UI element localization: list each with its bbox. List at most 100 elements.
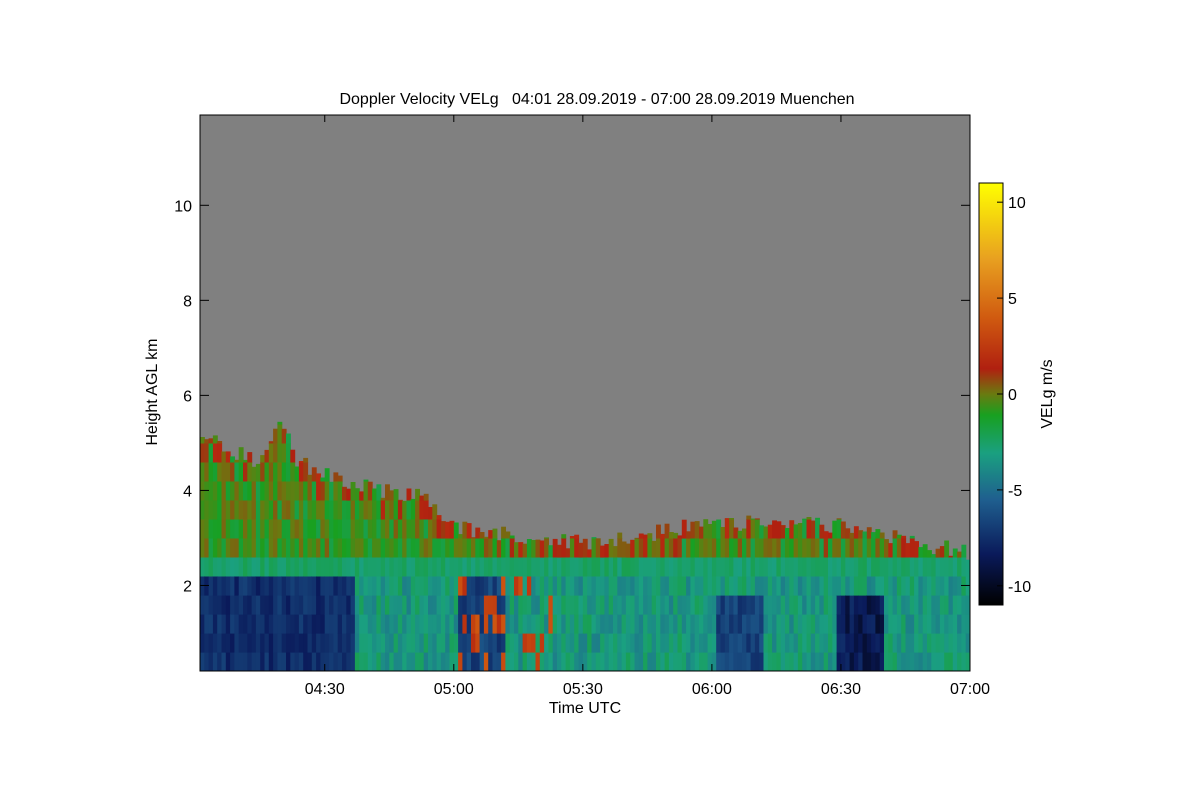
heatmap-cell [290,537,296,558]
heatmap-cell [574,633,580,653]
heatmap-cell [462,652,468,671]
heatmap-cell [234,576,240,596]
heatmap-cell [526,614,532,634]
heatmap-cell [488,556,494,577]
heatmap-cell [711,537,717,558]
heatmap-cell [217,537,223,558]
heatmap-cell [742,537,747,558]
heatmap-cell [552,652,558,671]
heatmap-cell [802,556,808,577]
heatmap-cell [871,556,876,577]
heatmap-cell [884,652,889,671]
heatmap-cell [243,518,248,539]
heatmap-cell [466,523,472,539]
heatmap-cell [681,595,687,615]
heatmap-cell [866,595,872,615]
heatmap-cell [651,576,657,596]
heatmap-cell [286,480,291,501]
heatmap-cell [759,595,765,615]
heatmap-cell [625,543,631,558]
heatmap-cell [720,537,726,558]
heatmap-cell [785,652,790,671]
heatmap-cell [393,499,399,520]
heatmap-cell [651,595,657,615]
heatmap-cell [613,595,618,615]
heatmap-cell [428,614,433,634]
heatmap-cell [234,633,240,653]
heatmap-cell [243,576,248,596]
heatmap-cell [905,543,911,558]
heatmap-cell [703,652,709,671]
heatmap-cell [591,537,597,539]
heatmap-cell [729,537,734,558]
heatmap-cell [711,652,717,671]
heatmap-cell [466,633,472,653]
heatmap-cell [948,633,954,653]
heatmap-cell [415,556,420,577]
heatmap-cell [260,576,266,596]
heatmap-cell [557,576,562,596]
heatmap-cell [359,491,365,501]
heatmap-cell [797,576,803,596]
heatmap-cell [423,518,429,539]
heatmap-cell [294,480,300,501]
heatmap-cell [909,652,915,671]
heatmap-cell [406,595,412,615]
heatmap-cell [363,556,369,577]
heatmap-cell [234,614,240,634]
heatmap-cell [630,652,636,671]
heatmap-cell [415,576,420,596]
heatmap-cell [927,614,932,634]
heatmap-cell [849,652,855,671]
heatmap-cell [402,576,408,596]
heatmap-cell [212,461,218,482]
heatmap-cell [746,652,752,671]
heatmap-cell [255,633,261,653]
heatmap-cell [643,534,648,539]
heatmap-cell [578,556,584,577]
heatmap-cell [350,595,356,615]
heatmap-cell [862,633,868,653]
heatmap-cell [354,652,360,671]
heatmap-cell [324,614,330,634]
heatmap-cell [225,633,231,653]
heatmap-cell [290,576,296,596]
heatmap-cell [711,595,717,615]
heatmap-cell [866,633,872,653]
heatmap-cell [884,614,889,634]
heatmap-cell [793,524,799,539]
heatmap-cell [686,595,691,615]
heatmap-cell [419,652,425,671]
heatmap-cell [212,576,218,596]
heatmap-cell [750,576,756,596]
heatmap-cell [290,652,296,671]
heatmap-cell [260,461,266,482]
heatmap-cell [410,498,416,501]
heatmap-cell [927,633,932,653]
heatmap-cell [643,595,648,615]
heatmap-cell [853,537,859,558]
heatmap-cell [449,537,455,558]
heatmap-cell [251,652,257,671]
heatmap-cell [514,576,519,596]
heatmap-cell [230,518,235,539]
heatmap-cell [389,595,395,615]
heatmap-cell [333,537,339,558]
heatmap-cell [522,652,528,671]
heatmap-cell [204,442,210,463]
heatmap-cell [234,499,240,520]
heatmap-cell [367,633,373,653]
heatmap-cell [905,556,911,577]
heatmap-cell [944,633,950,653]
heatmap-cell [871,576,876,596]
heatmap-cell [948,555,954,558]
heatmap-cell [578,652,584,671]
heatmap-cell [376,556,382,577]
heatmap-cell [277,421,283,425]
heatmap-cell [793,633,799,653]
heatmap-cell [574,534,580,539]
heatmap-cell [574,556,580,577]
heatmap-cell [410,614,416,634]
heatmap-cell [238,556,244,577]
heatmap-cell [337,518,343,539]
